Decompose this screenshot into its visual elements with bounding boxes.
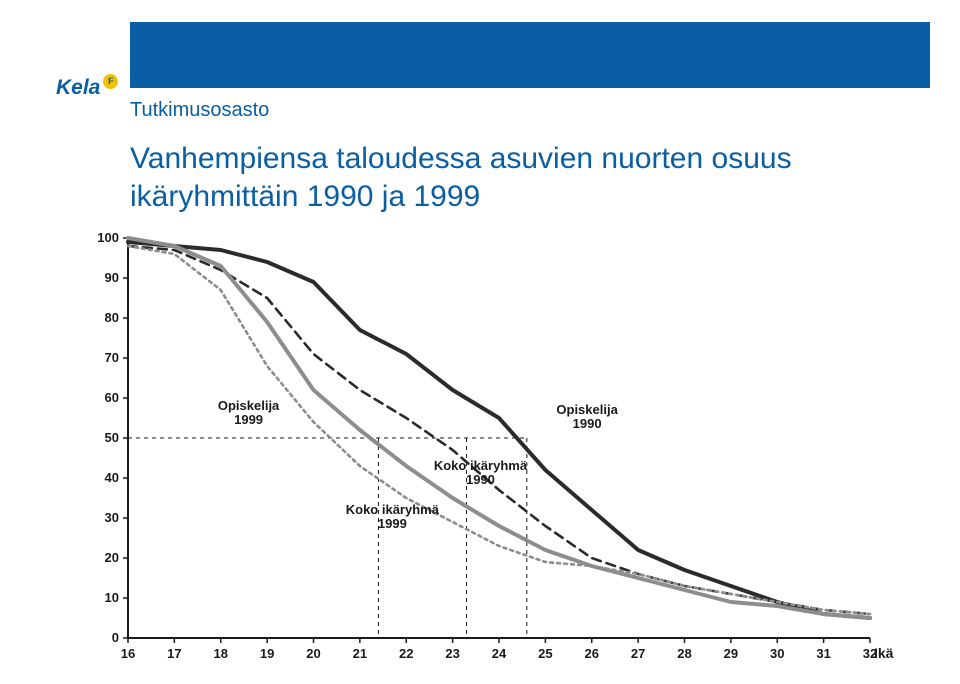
x-tick-label: 18 <box>214 646 228 661</box>
x-tick-label: 25 <box>538 646 552 661</box>
x-tick-label: 17 <box>167 646 181 661</box>
x-tick-label: 26 <box>585 646 599 661</box>
x-tick-label: 28 <box>677 646 691 661</box>
y-tick-label: 90 <box>105 270 119 285</box>
y-tick-label: 30 <box>105 510 119 525</box>
x-tick-label: 22 <box>399 646 413 661</box>
y-tick-label: 0 <box>112 630 119 645</box>
x-tick-label: 29 <box>724 646 738 661</box>
x-tick-label: 19 <box>260 646 274 661</box>
x-tick-label: 21 <box>353 646 367 661</box>
brand-logo: Kela F <box>56 76 118 100</box>
header-bar <box>130 22 930 88</box>
x-tick-label: 23 <box>445 646 459 661</box>
y-tick-label: 20 <box>105 550 119 565</box>
series-label: 1990 <box>466 472 495 487</box>
series-label: Koko ikäryhmä <box>434 458 528 473</box>
y-tick-label: 10 <box>105 590 119 605</box>
series-label: 1999 <box>234 412 263 427</box>
page-title: Vanhempiensa taloudessa asuvien nuorten … <box>130 140 890 217</box>
chart-svg: 0102030405060708090100161718192021222324… <box>76 232 906 672</box>
y-tick-label: 40 <box>105 470 119 485</box>
line-chart: 0102030405060708090100161718192021222324… <box>76 232 906 672</box>
x-tick-label: 27 <box>631 646 645 661</box>
series-line <box>128 242 870 618</box>
y-tick-label: 60 <box>105 390 119 405</box>
brand-badge-icon: F <box>103 74 118 89</box>
x-tick-label: 20 <box>306 646 320 661</box>
y-axis-label: % <box>108 232 121 235</box>
series-label: Koko ikäryhmä <box>346 502 440 517</box>
series-label: Opiskelija <box>556 402 618 417</box>
series-label: 1990 <box>573 416 602 431</box>
series-label: 1999 <box>378 516 407 531</box>
x-tick-label: 31 <box>816 646 830 661</box>
series-line <box>128 246 870 614</box>
x-tick-label: 30 <box>770 646 784 661</box>
series-line <box>128 246 870 614</box>
brand-text: Kela <box>56 76 100 100</box>
y-tick-label: 50 <box>105 430 119 445</box>
y-tick-label: 70 <box>105 350 119 365</box>
series-line <box>128 238 870 618</box>
x-tick-label: 16 <box>121 646 135 661</box>
x-axis-label: Ikä <box>874 645 894 661</box>
y-tick-label: 80 <box>105 310 119 325</box>
x-tick-label: 24 <box>492 646 507 661</box>
department-label: Tutkimusosasto <box>130 99 269 122</box>
series-label: Opiskelija <box>218 398 280 413</box>
